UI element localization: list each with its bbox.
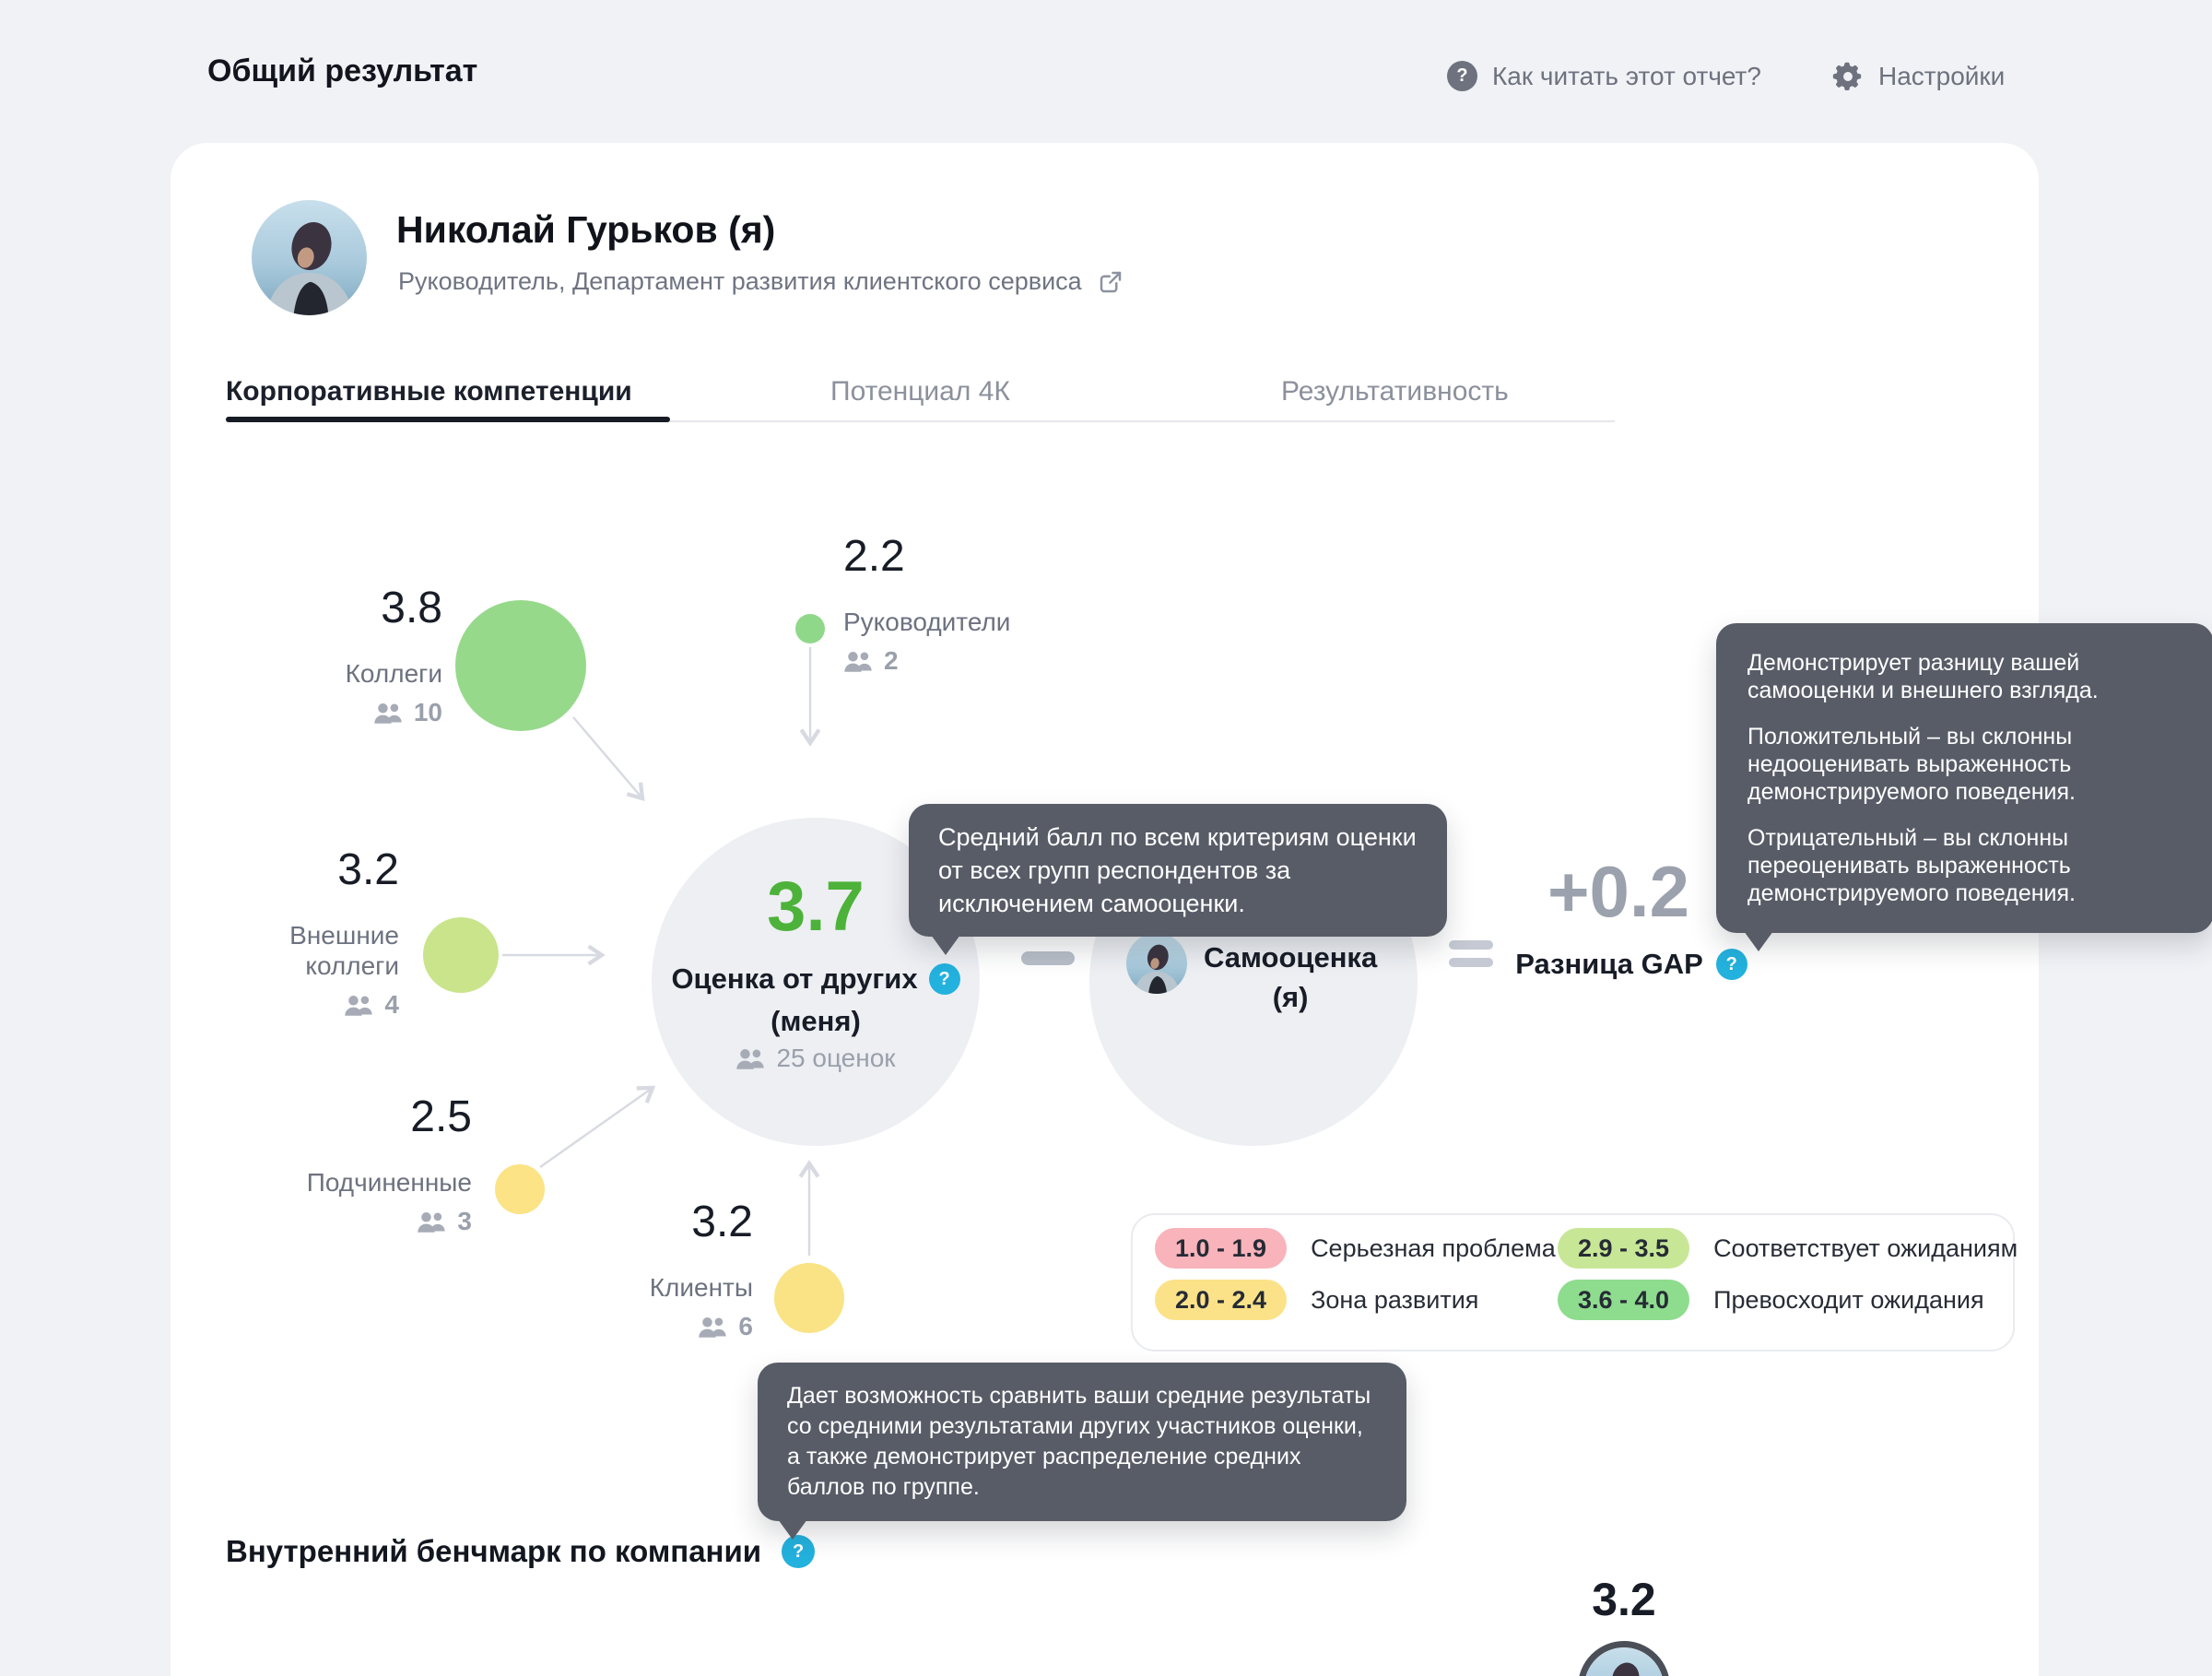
bubble-colleagues bbox=[455, 600, 586, 731]
self-score-sublabel: (я) bbox=[1272, 981, 1309, 1014]
benchmark-heading: Внутренний бенчмарк по компании bbox=[226, 1534, 762, 1568]
tab-performance[interactable]: Результативность bbox=[1281, 376, 1509, 407]
group-score: 3.2 bbox=[691, 1198, 753, 1246]
group-score: 3.8 bbox=[381, 584, 442, 632]
legend-label: Превосходит ожидания bbox=[1713, 1285, 1984, 1314]
others-score-label: Оценка от других bbox=[671, 962, 918, 995]
gear-icon bbox=[1832, 61, 1864, 92]
bubble-external-colleagues bbox=[423, 917, 499, 993]
how-to-read-label: Как читать этот отчет? bbox=[1492, 61, 1761, 90]
group-label: Руководители bbox=[843, 608, 1011, 636]
respondent-count: 10 bbox=[373, 698, 442, 727]
respondent-count: 3 bbox=[417, 1207, 472, 1236]
equals-sign bbox=[1449, 940, 1493, 967]
people-icon bbox=[736, 1049, 765, 1069]
legend-label: Зона развития bbox=[1311, 1285, 1479, 1314]
how-to-read-link[interactable]: ? Как читать этот отчет? bbox=[1447, 61, 1761, 91]
legend-item-serious-problem: 1.0 - 1.9 Серьезная проблема bbox=[1155, 1228, 1556, 1269]
gap-label-row: Разница GAP ? bbox=[1484, 948, 1779, 981]
tooltip-average-score: Средний балл по всем критериям оценки от… bbox=[909, 804, 1447, 955]
tooltip-gap-paragraph: Положительный – вы склонны недооценивать… bbox=[1747, 724, 2077, 805]
self-avatar bbox=[1126, 933, 1187, 994]
profile-name: Николай Гурьков (я) bbox=[396, 208, 776, 251]
group-external-colleagues: 3.2 Внешние коллеги 4 bbox=[238, 848, 399, 1020]
others-score-label-row: Оценка от других ? bbox=[652, 962, 980, 996]
benchmark-heading-row: Внутренний бенчмарк по компании ? bbox=[226, 1534, 816, 1569]
benchmark-score-value: 3.2 bbox=[1592, 1574, 1656, 1625]
benchmark-avatar bbox=[1584, 1647, 1664, 1676]
tab-potential-4k[interactable]: Потенциал 4К bbox=[830, 376, 1010, 407]
respondent-count: 6 bbox=[698, 1312, 753, 1341]
group-label: Клиенты bbox=[649, 1273, 753, 1302]
settings-link[interactable]: Настройки bbox=[1832, 61, 2005, 92]
external-link-icon[interactable] bbox=[1097, 268, 1124, 296]
profile-role: Руководитель, Департамент развития клиен… bbox=[398, 267, 1082, 295]
others-score-sublabel: (меня) bbox=[771, 1005, 861, 1037]
legend-item-development-zone: 2.0 - 2.4 Зона развития bbox=[1155, 1280, 1478, 1320]
respondent-count: 2 bbox=[843, 646, 1010, 676]
legend-label: Серьезная проблема bbox=[1311, 1233, 1556, 1262]
tooltip-gap-paragraph: Демонстрирует разницу вашей самооценки и… bbox=[1747, 650, 2099, 703]
tooltip-gap-paragraph: Отрицательный – вы склонны переоценивать… bbox=[1747, 825, 2077, 906]
others-score-value: 3.7 bbox=[767, 868, 865, 946]
group-score: 2.5 bbox=[410, 1092, 472, 1141]
tooltip-gap: Демонстрирует разницу вашей самооценки и… bbox=[1716, 623, 2212, 951]
self-score-label: Самооценка bbox=[1204, 941, 1378, 974]
group-label: Коллеги bbox=[345, 659, 442, 688]
gap-label: Разница GAP bbox=[1515, 948, 1703, 980]
self-score-row: Самооценка (я) bbox=[1126, 933, 1377, 1014]
legend-item-meets-expectations: 2.9 - 3.5 Соответствует ожиданиям bbox=[1558, 1228, 2018, 1269]
group-score: 3.2 bbox=[337, 845, 399, 894]
gap-help-icon[interactable]: ? bbox=[1715, 949, 1747, 980]
group-label: Подчиненные bbox=[306, 1168, 472, 1197]
active-tab-underline bbox=[226, 417, 670, 422]
avatar-photo-illustration bbox=[1611, 1662, 1640, 1676]
bubble-clients bbox=[774, 1263, 844, 1333]
legend-item-exceeds-expectations: 3.6 - 4.0 Превосходит ожидания bbox=[1558, 1280, 1984, 1320]
tooltip-benchmark: Дает возможность сравнить ваши средние р… bbox=[758, 1363, 1406, 1540]
gap-value: +0.2 bbox=[1547, 851, 1689, 932]
respondent-count: 25 оценок bbox=[735, 1044, 896, 1073]
bubble-subordinates bbox=[495, 1164, 545, 1214]
people-icon bbox=[699, 1317, 727, 1338]
group-clients: 3.2 Клиенты 6 bbox=[650, 1200, 753, 1341]
legend-label: Соответствует ожиданиям bbox=[1713, 1233, 2018, 1262]
group-label: Внешние коллеги bbox=[289, 921, 399, 981]
benchmark-help-icon[interactable]: ? bbox=[782, 1535, 816, 1568]
profile-role-row: Руководитель, Департамент развития клиен… bbox=[398, 267, 1124, 296]
people-icon bbox=[374, 703, 402, 724]
settings-label: Настройки bbox=[1878, 62, 2006, 90]
legend-range-badge: 3.6 - 4.0 bbox=[1558, 1280, 1690, 1320]
legend-range-badge: 2.9 - 3.5 bbox=[1558, 1228, 1690, 1269]
group-managers: 2.2 Руководители 2 bbox=[843, 535, 1010, 676]
page-title: Общий результат bbox=[207, 53, 478, 89]
others-score-help-icon[interactable]: ? bbox=[928, 963, 960, 995]
people-icon bbox=[418, 1212, 446, 1233]
others-score-count-row: 25 оценок bbox=[652, 1044, 980, 1073]
people-icon bbox=[345, 996, 373, 1016]
minus-sign bbox=[1021, 951, 1075, 965]
respondent-count: 4 bbox=[344, 990, 399, 1020]
help-icon: ? bbox=[1447, 61, 1477, 91]
group-colleagues: 3.8 Коллеги 10 bbox=[346, 586, 442, 727]
avatar-photo-illustration bbox=[1134, 944, 1181, 994]
group-score: 2.2 bbox=[843, 532, 905, 581]
bubble-managers bbox=[795, 614, 825, 643]
group-subordinates: 2.5 Подчиненные 3 bbox=[307, 1095, 472, 1236]
legend-range-badge: 1.0 - 1.9 bbox=[1155, 1228, 1288, 1269]
profile-avatar bbox=[252, 200, 367, 315]
legend-range-badge: 2.0 - 2.4 bbox=[1155, 1280, 1288, 1320]
people-icon bbox=[844, 652, 872, 672]
tab-corporate-competencies[interactable]: Корпоративные компетенции bbox=[226, 376, 632, 407]
avatar-photo-illustration bbox=[265, 222, 354, 315]
tabs-divider bbox=[226, 420, 1615, 422]
